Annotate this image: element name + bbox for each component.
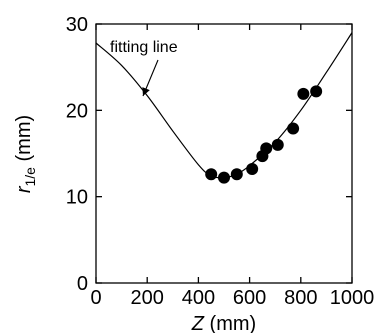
data-point [205, 168, 218, 181]
y-tick-label: 0 [77, 273, 88, 295]
y-axis-variable: r [13, 185, 35, 193]
y-axis-subscript: 1/e [22, 167, 38, 187]
data-point [260, 142, 273, 155]
data-point [310, 85, 323, 98]
data-point [287, 122, 300, 135]
plot-frame [95, 23, 353, 284]
data-point [246, 163, 259, 176]
data-point [297, 87, 310, 100]
x-tick-label: 1000 [330, 287, 375, 309]
x-tick-label: 800 [284, 287, 317, 309]
y-tick-label: 20 [66, 100, 88, 122]
x-axis-unit: (mm) [204, 313, 256, 333]
x-tick-label: 400 [182, 287, 215, 309]
x-axis-ticks: 0 200 400 600 800 1000 [90, 24, 374, 309]
annotation-arrowhead [142, 87, 150, 96]
y-axis-ticks: 0 10 20 30 [66, 14, 352, 295]
data-point [271, 138, 284, 151]
y-tick-label: 30 [66, 14, 88, 36]
x-axis-label: Z (mm) [191, 313, 256, 333]
x-tick-label: 200 [131, 287, 164, 309]
y-axis-label: r1/e (mm) [13, 115, 38, 193]
y-tick-label: 10 [66, 187, 88, 209]
annotation-label: fitting line [110, 39, 178, 56]
x-tick-label: 0 [90, 287, 101, 309]
data-points-series [205, 85, 323, 184]
y-axis-unit: (mm) [13, 115, 35, 167]
x-axis-variable: Z [191, 313, 205, 333]
x-tick-label: 600 [233, 287, 266, 309]
data-point [230, 168, 243, 181]
data-point [218, 171, 230, 184]
plot-area [95, 23, 353, 284]
annotations: fitting line [110, 39, 178, 97]
